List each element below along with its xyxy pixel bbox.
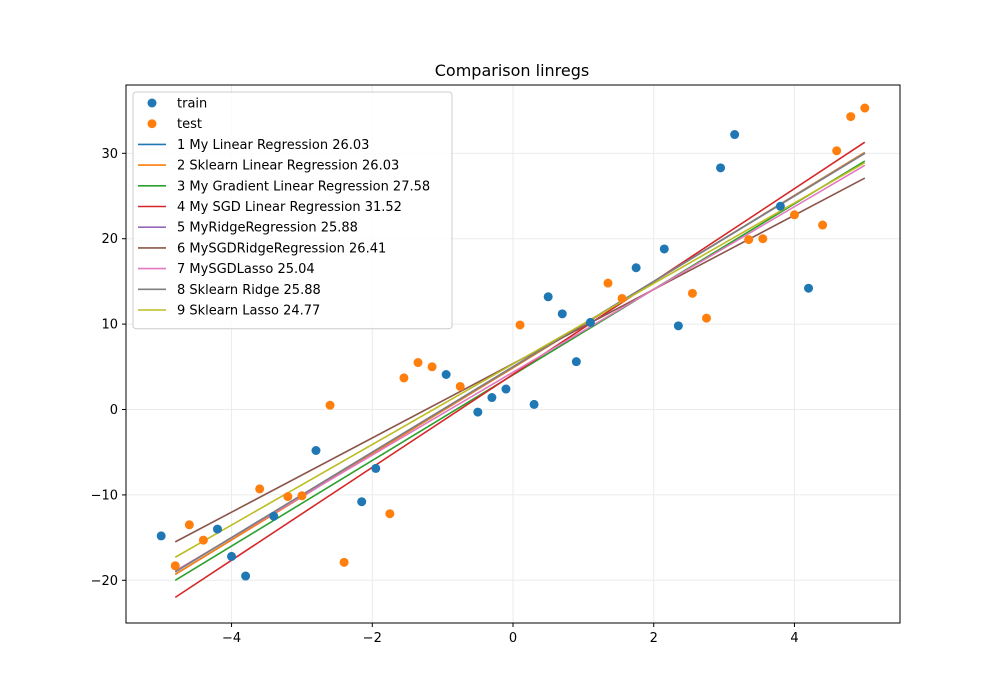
train-point (804, 283, 814, 293)
legend: train test 1 My Linear Regression 26.03 2 S… (132, 91, 453, 330)
legend-label: 7 MySGDLasso 25.04 (177, 262, 315, 277)
legend-marker-test (147, 119, 157, 129)
train-point (501, 384, 511, 394)
test-point (184, 520, 194, 530)
test-point (198, 535, 208, 545)
train-point (543, 292, 553, 302)
train-point (631, 263, 641, 273)
x-tick-label: −4 (222, 631, 241, 646)
train-point (311, 445, 321, 455)
train-point (585, 317, 595, 327)
train-point (241, 571, 251, 581)
train-point (269, 511, 279, 521)
test-point (413, 358, 423, 368)
train-point (775, 201, 785, 211)
legend-box (132, 91, 453, 330)
test-point (427, 362, 437, 372)
test-point (687, 288, 697, 298)
test-point (297, 491, 307, 501)
train-point (156, 531, 166, 541)
train-point (357, 497, 367, 507)
test-point (860, 103, 870, 113)
test-point (385, 509, 395, 519)
test-point (339, 557, 349, 567)
test-point (255, 484, 265, 494)
train-point (487, 393, 497, 403)
legend-label: 6 MySGDRidgeRegression 26.41 (177, 241, 386, 256)
legend-label: 3 My Gradient Linear Regression 27.58 (177, 179, 430, 194)
test-point (325, 400, 335, 410)
legend-label: train (177, 97, 207, 112)
test-point (283, 492, 293, 502)
train-point (571, 357, 581, 367)
x-tick-label: 0 (509, 631, 517, 646)
y-tick-label: −10 (91, 488, 118, 503)
test-point (818, 220, 828, 230)
train-point (441, 369, 451, 379)
legend-label: 9 Sklearn Lasso 24.77 (177, 304, 320, 319)
train-point (227, 551, 237, 561)
train-point (529, 399, 539, 409)
regression-line-7 (174, 164, 866, 572)
y-tick-label: 30 (101, 147, 118, 162)
x-tick-label: 4 (790, 631, 798, 646)
legend-label: 5 MyRidgeRegression 25.88 (177, 221, 358, 236)
test-point (846, 112, 856, 122)
y-tick-label: −20 (91, 574, 118, 589)
x-axis: −4 −2 0 2 4 (222, 623, 799, 646)
x-tick-label: −2 (363, 631, 382, 646)
y-axis: −20 −10 0 10 20 30 (91, 147, 126, 589)
test-point (603, 278, 613, 288)
train-point (473, 407, 483, 417)
legend-marker-train (147, 98, 157, 108)
y-tick-label: 20 (101, 232, 118, 247)
legend-label: 1 My Linear Regression 26.03 (177, 138, 369, 153)
regression-lines (174, 141, 866, 599)
train-point (730, 130, 740, 140)
test-point (744, 235, 754, 245)
train-point (716, 163, 726, 173)
y-tick-label: 10 (101, 318, 118, 333)
test-point (617, 293, 627, 303)
test-point (399, 373, 409, 383)
test-point (832, 146, 842, 156)
test-point (455, 381, 465, 391)
regression-line-9 (174, 162, 866, 558)
train-point (659, 244, 669, 254)
scatter-points (156, 103, 870, 581)
regression-line-4 (174, 141, 866, 599)
legend-label: 2 Sklearn Linear Regression 26.03 (177, 159, 399, 174)
test-point (515, 320, 525, 330)
legend-label: 8 Sklearn Ridge 25.88 (177, 283, 321, 298)
train-point (557, 309, 567, 319)
train-point (371, 463, 381, 473)
train-point (673, 321, 683, 331)
test-point (170, 561, 180, 571)
train-point (212, 524, 222, 534)
test-point (702, 313, 711, 323)
legend-label: test (177, 117, 202, 132)
test-point (758, 234, 768, 244)
x-tick-label: 2 (650, 631, 658, 646)
regression-line-8 (174, 152, 866, 573)
y-tick-label: 0 (110, 403, 118, 418)
chart-title: Comparison linregs (435, 61, 589, 80)
test-point (789, 210, 799, 220)
legend-label: 4 My SGD Linear Regression 31.52 (177, 200, 402, 215)
